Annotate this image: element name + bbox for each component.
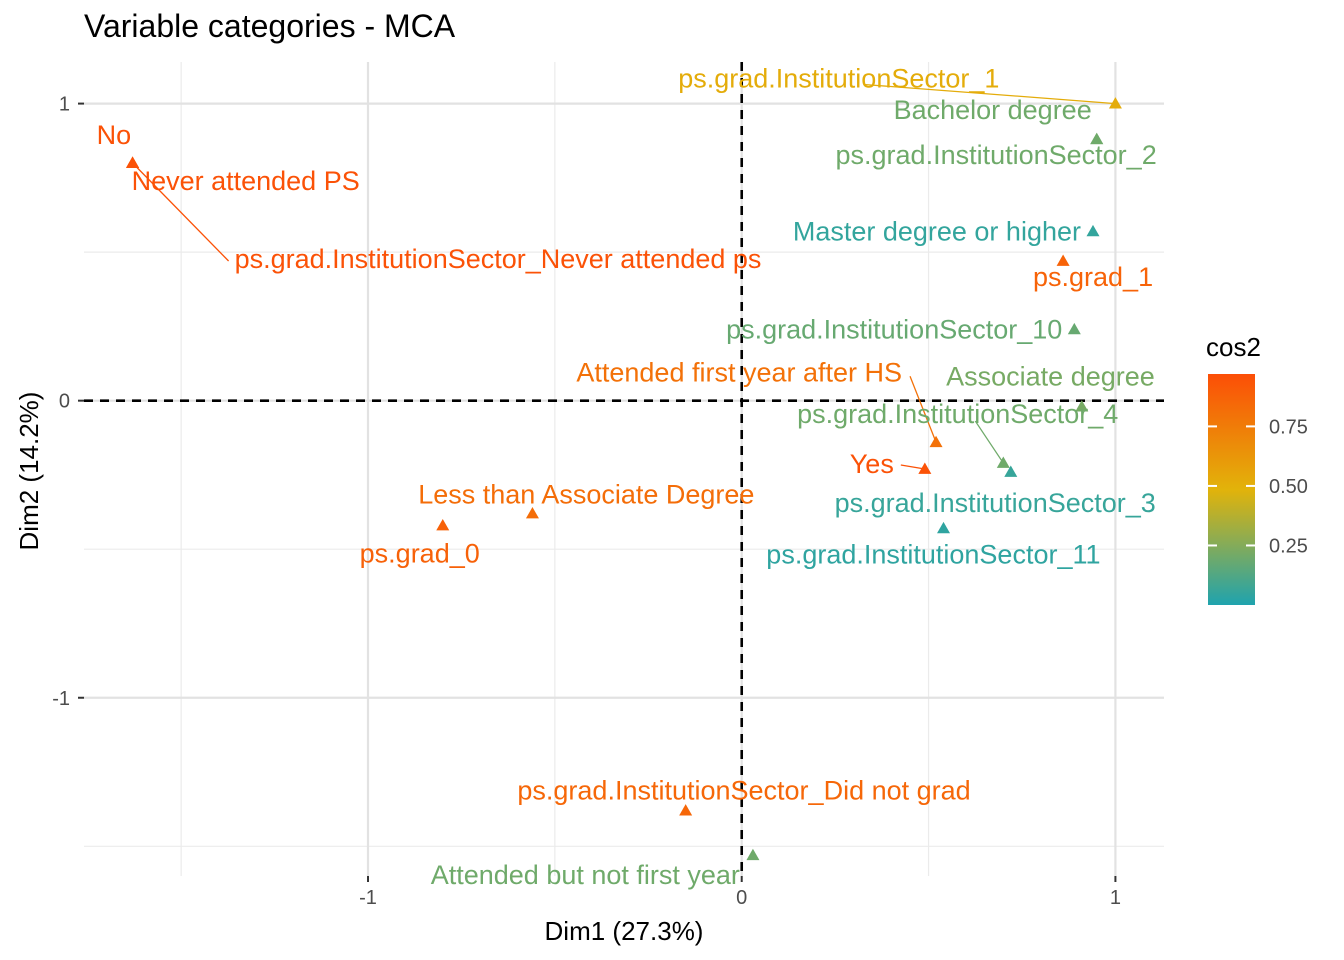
y-tick-label: 0 — [59, 391, 70, 413]
point-label: Attended first year after HS — [576, 357, 902, 387]
data-point-triangle — [929, 435, 943, 448]
data-point-triangle — [126, 156, 140, 168]
data-point-triangle — [679, 804, 693, 816]
point-label: ps.grad_0 — [360, 538, 480, 568]
label-leader-line — [900, 464, 925, 470]
data-point-triangle — [746, 848, 760, 861]
point-label: Less than Associate Degree — [418, 480, 754, 510]
point-label: ps.grad.InstitutionSector_Never attended… — [235, 244, 762, 274]
data-point-triangle — [1086, 224, 1100, 237]
x-axis-title: Dim1 (27.3%) — [545, 916, 704, 946]
data-point-triangle — [1090, 132, 1104, 145]
point-label: ps.grad.InstitutionSector_11 — [766, 539, 1100, 569]
label-leader-line — [132, 162, 230, 262]
point-label: ps.grad_1 — [1033, 262, 1153, 292]
cos2-legend: cos2 0.25 0.50 0.75 — [1206, 332, 1308, 605]
legend-tick-label: 0.75 — [1269, 416, 1308, 438]
point-label: Associate degree — [946, 362, 1155, 392]
point-label: ps.grad.InstitutionSector_4 — [797, 399, 1118, 429]
legend-colorbar — [1208, 374, 1255, 605]
data-point-triangle — [436, 518, 450, 531]
point-label: Bachelor degree — [894, 95, 1092, 125]
data-point-triangle — [937, 521, 951, 534]
point-label: Yes — [850, 449, 894, 479]
y-tick-label: 1 — [59, 94, 70, 116]
data-point-triangle — [1004, 465, 1018, 477]
x-tick-label: 0 — [736, 887, 747, 909]
legend-tick-label: 0.50 — [1269, 476, 1308, 498]
data-point-triangle — [1067, 322, 1081, 335]
y-tick-label: -1 — [52, 688, 70, 710]
axes: -1 0 1 1 0 -1 — [52, 62, 1164, 909]
label-leader-line — [974, 420, 1004, 464]
data-point-triangle — [1108, 97, 1122, 109]
x-tick-label: -1 — [359, 887, 377, 909]
point-label: Never attended PS — [132, 166, 360, 196]
point-label: ps.grad.InstitutionSector_1 — [678, 64, 999, 94]
label-leader-line — [909, 376, 937, 443]
data-point-triangle — [996, 456, 1010, 468]
point-label: ps.grad.InstitutionSector_10 — [726, 314, 1062, 344]
point-label: ps.grad.InstitutionSector_Did not grad — [517, 776, 970, 806]
point-label: ps.grad.InstitutionSector_2 — [836, 140, 1157, 170]
chart-title: Variable categories - MCA — [84, 8, 456, 44]
point-label: ps.grad.InstitutionSector_3 — [835, 488, 1156, 518]
label-leader-lines — [132, 83, 1116, 470]
data-points — [126, 97, 1122, 861]
data-point-triangle — [918, 462, 932, 474]
legend-title: cos2 — [1206, 332, 1261, 362]
data-point-triangle — [1056, 254, 1070, 266]
data-point-triangle — [1075, 400, 1089, 412]
label-leader-line — [865, 83, 1116, 105]
y-axis-title: Dim2 (14.2%) — [14, 392, 44, 551]
point-label: No — [97, 120, 132, 150]
data-point-triangle — [525, 507, 539, 519]
point-label: Attended but not first year — [431, 860, 740, 890]
legend-tick-label: 0.25 — [1269, 535, 1308, 557]
point-label: Master degree or higher — [793, 216, 1081, 246]
x-tick-label: 1 — [1110, 887, 1121, 909]
